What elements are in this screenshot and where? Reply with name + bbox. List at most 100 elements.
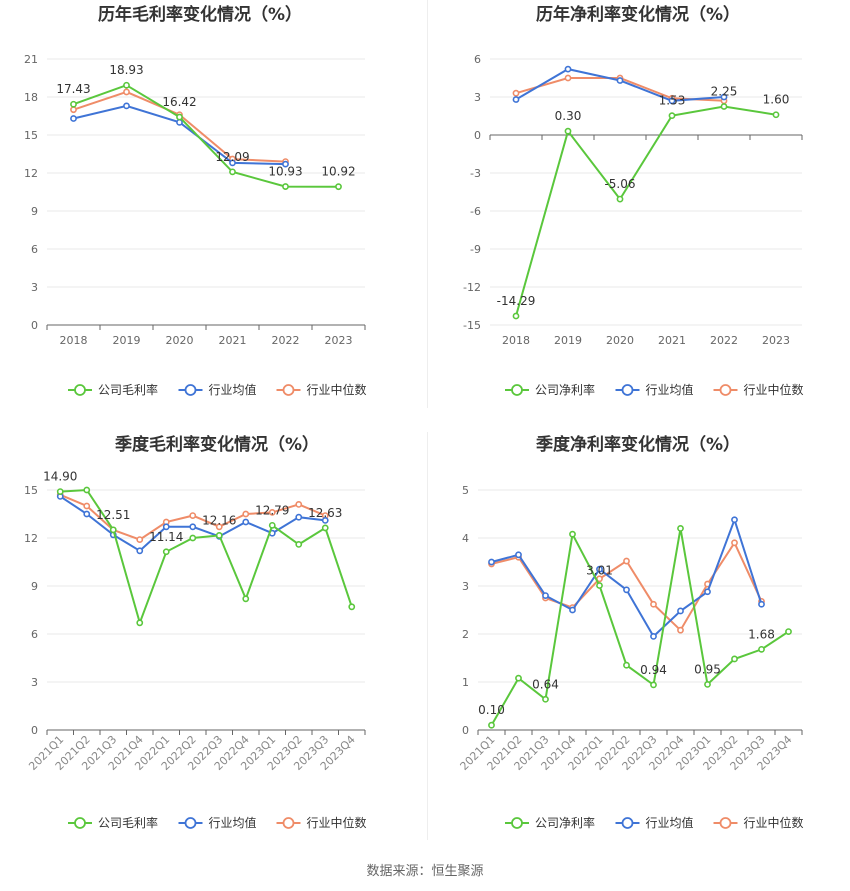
data-point[interactable]: [677, 525, 684, 532]
data-point[interactable]: [564, 127, 572, 135]
data-point[interactable]: [668, 97, 676, 105]
data-point[interactable]: [295, 500, 303, 508]
data-point[interactable]: [731, 539, 738, 547]
data-point[interactable]: [616, 77, 624, 84]
data-point[interactable]: [623, 557, 630, 565]
y-tick-label: 6: [31, 243, 38, 256]
data-point[interactable]: [720, 103, 728, 110]
data-point[interactable]: [512, 96, 520, 103]
legend-item-company[interactable]: 公司毛利率: [68, 815, 158, 830]
data-point[interactable]: [623, 661, 630, 669]
legend-item-avg[interactable]: 行业均值: [615, 382, 694, 397]
data-label: 18.93: [109, 63, 143, 77]
data-point[interactable]: [569, 606, 576, 614]
data-point[interactable]: [215, 523, 223, 531]
data-point[interactable]: [569, 530, 576, 538]
data-point[interactable]: [335, 183, 342, 191]
data-point[interactable]: [242, 595, 250, 603]
data-point[interactable]: [123, 88, 130, 96]
data-point[interactable]: [123, 81, 130, 89]
data-point[interactable]: [136, 547, 144, 555]
data-point[interactable]: [616, 195, 624, 203]
legend-item-avg[interactable]: 行业均值: [178, 382, 257, 397]
data-point[interactable]: [488, 721, 495, 729]
legend-item-company[interactable]: 公司净利率: [505, 815, 595, 830]
data-point[interactable]: [70, 106, 77, 114]
data-point[interactable]: [109, 526, 117, 534]
data-point[interactable]: [295, 541, 303, 548]
data-point[interactable]: [677, 626, 684, 634]
data-point[interactable]: [758, 645, 765, 653]
data-point[interactable]: [83, 486, 91, 494]
legend-item-company[interactable]: 公司净利率: [505, 382, 595, 397]
data-point[interactable]: [189, 523, 197, 531]
data-point[interactable]: [348, 603, 356, 611]
data-point[interactable]: [189, 534, 197, 542]
legend-marker: [511, 384, 523, 396]
data-point[interactable]: [136, 619, 144, 627]
data-point[interactable]: [56, 488, 64, 495]
data-point[interactable]: [564, 65, 572, 73]
data-point[interactable]: [650, 600, 657, 608]
legend-label: 行业中位数: [744, 815, 804, 830]
data-point[interactable]: [136, 536, 144, 543]
x-tick-label: 2023: [325, 334, 353, 347]
data-point[interactable]: [321, 517, 329, 524]
data-point[interactable]: [162, 548, 170, 556]
data-point[interactable]: [229, 159, 236, 167]
data-point[interactable]: [215, 532, 223, 539]
data-point[interactable]: [268, 509, 276, 516]
legend-item-avg[interactable]: 行业均值: [615, 815, 694, 830]
data-point[interactable]: [731, 655, 738, 663]
data-point[interactable]: [596, 565, 603, 573]
data-point[interactable]: [704, 681, 711, 688]
data-point[interactable]: [650, 681, 657, 689]
data-point[interactable]: [268, 521, 276, 529]
legend-item-median[interactable]: 行业中位数: [713, 815, 804, 830]
data-point[interactable]: [542, 695, 549, 703]
legend-item-median[interactable]: 行业中位数: [276, 382, 367, 397]
data-point[interactable]: [321, 524, 329, 532]
y-tick-label: -9: [470, 243, 481, 256]
data-point[interactable]: [512, 89, 520, 97]
legend-item-avg[interactable]: 行业均值: [178, 815, 257, 830]
legend-item-company[interactable]: 公司毛利率: [68, 382, 158, 397]
data-point[interactable]: [70, 115, 77, 122]
data-point[interactable]: [176, 113, 183, 121]
data-point[interactable]: [282, 160, 289, 168]
data-point[interactable]: [189, 512, 197, 519]
legend-item-median[interactable]: 行业中位数: [713, 382, 804, 397]
data-point[interactable]: [242, 510, 250, 518]
data-point[interactable]: [83, 510, 91, 518]
data-point[interactable]: [229, 168, 236, 176]
data-point[interactable]: [785, 628, 792, 635]
data-label: -5.06: [604, 177, 635, 191]
data-point[interactable]: [282, 183, 289, 190]
data-point[interactable]: [512, 312, 520, 320]
data-point[interactable]: [295, 513, 303, 521]
data-point[interactable]: [720, 93, 728, 101]
data-point[interactable]: [564, 74, 572, 82]
data-point[interactable]: [83, 502, 91, 510]
data-point[interactable]: [596, 582, 603, 589]
data-point[interactable]: [668, 112, 676, 120]
data-point[interactable]: [515, 674, 522, 682]
data-point[interactable]: [677, 607, 684, 615]
data-point[interactable]: [242, 518, 250, 526]
data-point[interactable]: [772, 111, 780, 119]
data-point[interactable]: [650, 633, 657, 640]
data-point[interactable]: [70, 100, 77, 108]
data-point[interactable]: [542, 592, 549, 599]
data-point[interactable]: [731, 516, 738, 524]
legend-item-median[interactable]: 行业中位数: [276, 815, 367, 830]
data-point[interactable]: [162, 523, 170, 531]
data-point[interactable]: [704, 588, 711, 596]
series-company: [56, 486, 356, 627]
series-avg: [488, 516, 765, 640]
data-point[interactable]: [758, 600, 765, 608]
data-point[interactable]: [488, 558, 495, 566]
data-point[interactable]: [515, 551, 522, 559]
data-point[interactable]: [123, 102, 130, 110]
data-point[interactable]: [623, 586, 630, 594]
data-point[interactable]: [176, 118, 183, 126]
